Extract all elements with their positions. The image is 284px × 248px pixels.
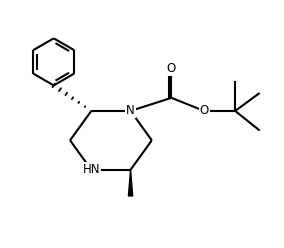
Polygon shape [128, 170, 133, 196]
Text: O: O [167, 62, 176, 75]
Text: HN: HN [83, 163, 100, 176]
Text: O: O [199, 104, 209, 117]
Text: N: N [126, 104, 135, 117]
